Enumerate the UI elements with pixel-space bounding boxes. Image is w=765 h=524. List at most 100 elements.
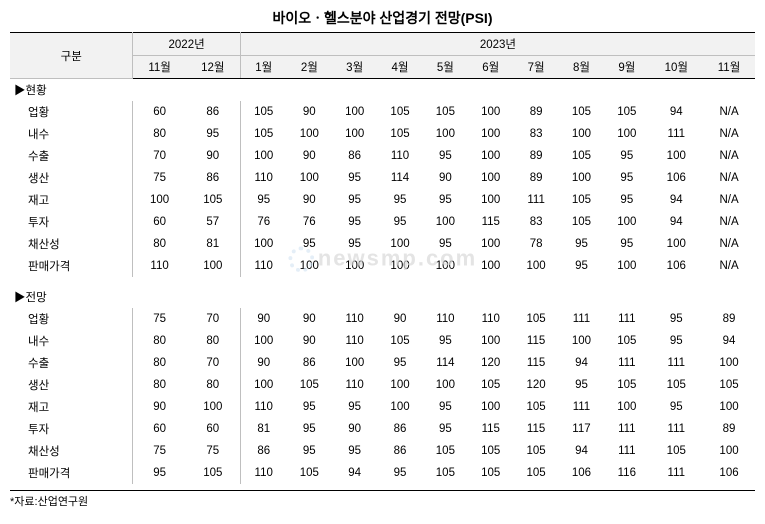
cell: 110 bbox=[240, 462, 286, 484]
cell: 116 bbox=[604, 462, 649, 484]
cell: 114 bbox=[377, 167, 422, 189]
col-year-2023: 2023년 bbox=[240, 33, 755, 56]
col-month: 7월 bbox=[513, 56, 558, 79]
cell: 105 bbox=[703, 374, 755, 396]
row-label: 투자 bbox=[10, 211, 133, 233]
cell: 110 bbox=[332, 374, 377, 396]
cell: 94 bbox=[703, 330, 755, 352]
cell: 90 bbox=[287, 189, 332, 211]
cell: 105 bbox=[240, 101, 286, 123]
cell: 94 bbox=[650, 101, 704, 123]
cell: 100 bbox=[559, 123, 604, 145]
cell: 105 bbox=[513, 308, 558, 330]
cell: 100 bbox=[604, 255, 649, 277]
cell: 105 bbox=[604, 330, 649, 352]
cell: 90 bbox=[287, 101, 332, 123]
table-body: ▶현황업황6086105901001051051008910510594N/A내… bbox=[10, 79, 755, 485]
col-month: 5월 bbox=[423, 56, 468, 79]
cell: N/A bbox=[703, 145, 755, 167]
cell: 60 bbox=[133, 101, 186, 123]
table-row: 수출807090861009511412011594111111100 bbox=[10, 352, 755, 374]
cell: 86 bbox=[240, 440, 286, 462]
cell: 90 bbox=[287, 308, 332, 330]
cell: 100 bbox=[377, 255, 422, 277]
cell: 95 bbox=[287, 396, 332, 418]
row-label: 판매가격 bbox=[10, 255, 133, 277]
cell: 95 bbox=[287, 418, 332, 440]
cell: 86 bbox=[377, 440, 422, 462]
cell: 100 bbox=[423, 123, 468, 145]
cell: 110 bbox=[240, 255, 286, 277]
cell: 95 bbox=[559, 255, 604, 277]
cell: 60 bbox=[186, 418, 241, 440]
cell: 100 bbox=[377, 374, 422, 396]
cell: 110 bbox=[468, 308, 513, 330]
cell: 100 bbox=[332, 101, 377, 123]
cell: 100 bbox=[332, 255, 377, 277]
cell: 115 bbox=[513, 352, 558, 374]
cell: 95 bbox=[604, 145, 649, 167]
cell: 105 bbox=[513, 396, 558, 418]
cell: 94 bbox=[650, 189, 704, 211]
table-row: 투자6057767695951001158310510094N/A bbox=[10, 211, 755, 233]
cell: 110 bbox=[133, 255, 186, 277]
cell: 100 bbox=[604, 396, 649, 418]
col-month: 11월 bbox=[133, 56, 186, 79]
cell: 81 bbox=[186, 233, 241, 255]
table-row: 재고9010011095951009510010511110095100 bbox=[10, 396, 755, 418]
cell: 106 bbox=[650, 167, 704, 189]
cell: 110 bbox=[332, 308, 377, 330]
cell: 100 bbox=[186, 396, 241, 418]
cell: 86 bbox=[377, 418, 422, 440]
cell: 89 bbox=[513, 145, 558, 167]
col-month: 11월 bbox=[703, 56, 755, 79]
cell: 89 bbox=[513, 101, 558, 123]
cell: 95 bbox=[423, 145, 468, 167]
table-footer: *자료:산업연구원 bbox=[10, 490, 755, 509]
cell: 100 bbox=[703, 352, 755, 374]
cell: 100 bbox=[332, 352, 377, 374]
col-month: 4월 bbox=[377, 56, 422, 79]
table-row: 생산758611010095114901008910095106N/A bbox=[10, 167, 755, 189]
cell: 86 bbox=[332, 145, 377, 167]
cell: 111 bbox=[604, 352, 649, 374]
cell: 95 bbox=[559, 233, 604, 255]
cell: 95 bbox=[559, 374, 604, 396]
cell: 105 bbox=[559, 211, 604, 233]
cell: 57 bbox=[186, 211, 241, 233]
cell: 111 bbox=[604, 418, 649, 440]
cell: 90 bbox=[240, 308, 286, 330]
cell: 105 bbox=[377, 330, 422, 352]
cell: 105 bbox=[559, 101, 604, 123]
cell: N/A bbox=[703, 123, 755, 145]
cell: 95 bbox=[240, 189, 286, 211]
cell: 100 bbox=[240, 330, 286, 352]
cell: 89 bbox=[703, 418, 755, 440]
section-header: ▶전망 bbox=[10, 277, 755, 308]
cell: 120 bbox=[513, 374, 558, 396]
cell: 95 bbox=[377, 462, 422, 484]
cell: 94 bbox=[559, 440, 604, 462]
cell: 100 bbox=[423, 374, 468, 396]
cell: 100 bbox=[468, 123, 513, 145]
row-label: 재고 bbox=[10, 396, 133, 418]
cell: 100 bbox=[423, 211, 468, 233]
cell: 95 bbox=[650, 396, 704, 418]
cell: 100 bbox=[468, 145, 513, 167]
cell: 100 bbox=[559, 330, 604, 352]
table-row: 내수808010090110105951001151001059594 bbox=[10, 330, 755, 352]
cell: 111 bbox=[559, 396, 604, 418]
cell: 115 bbox=[513, 330, 558, 352]
cell: 95 bbox=[604, 233, 649, 255]
cell: 115 bbox=[513, 418, 558, 440]
row-label: 생산 bbox=[10, 167, 133, 189]
col-month: 9월 bbox=[604, 56, 649, 79]
cell: 100 bbox=[240, 374, 286, 396]
cell: 100 bbox=[186, 255, 241, 277]
col-month: 6월 bbox=[468, 56, 513, 79]
cell: 80 bbox=[133, 352, 186, 374]
cell: 100 bbox=[468, 396, 513, 418]
row-label: 업황 bbox=[10, 308, 133, 330]
row-label: 채산성 bbox=[10, 233, 133, 255]
cell: 100 bbox=[703, 440, 755, 462]
